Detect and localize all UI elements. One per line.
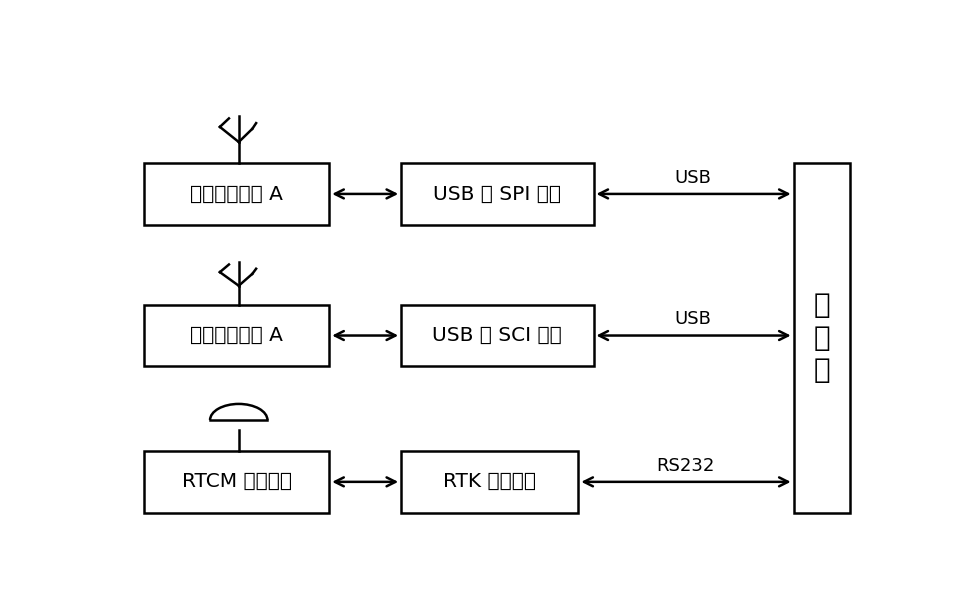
Bar [144, 305, 329, 366]
Text: 飞控通信模块 A: 飞控通信模块 A [191, 326, 283, 345]
Text: 上
位
机: 上 位 机 [813, 292, 830, 384]
Bar [794, 163, 850, 512]
Text: USB 转 SCI 接口: USB 转 SCI 接口 [432, 326, 562, 345]
Text: 探测通信模块 A: 探测通信模块 A [191, 185, 283, 204]
Text: USB: USB [675, 169, 712, 187]
Text: USB 转 SPI 接口: USB 转 SPI 接口 [433, 185, 561, 204]
Text: RTK 基站模块: RTK 基站模块 [443, 473, 537, 492]
Text: RS232: RS232 [656, 457, 715, 474]
Bar [144, 163, 329, 224]
Text: RTCM 发送模块: RTCM 发送模块 [182, 473, 292, 492]
Bar [401, 451, 579, 512]
Bar [144, 451, 329, 512]
Bar [401, 305, 593, 366]
Text: USB: USB [675, 310, 712, 329]
Bar [401, 163, 593, 224]
